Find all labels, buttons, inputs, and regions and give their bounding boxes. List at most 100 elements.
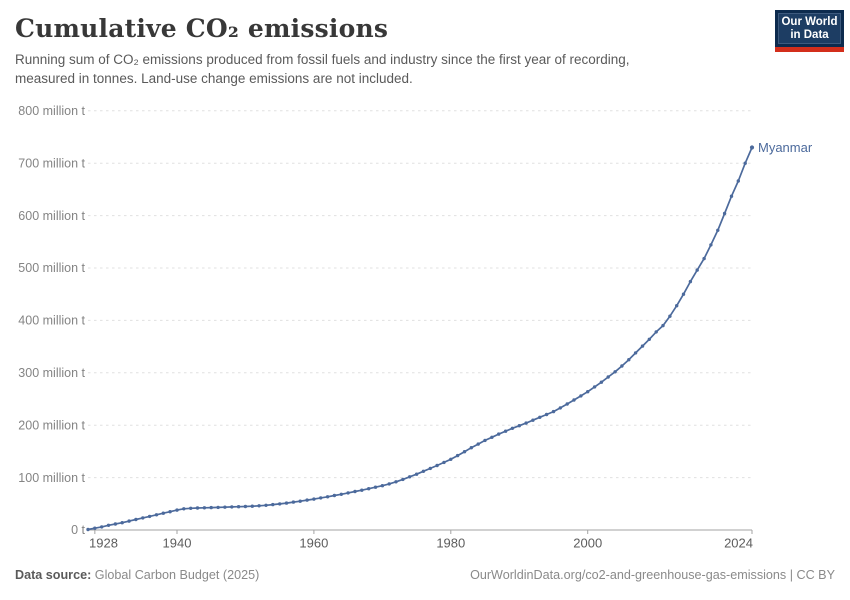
data-point-marker[interactable]: [367, 487, 371, 491]
data-point-marker[interactable]: [716, 228, 720, 232]
data-point-marker[interactable]: [654, 330, 658, 334]
data-point-marker[interactable]: [209, 505, 213, 510]
data-point-marker[interactable]: [606, 375, 610, 379]
data-point-marker[interactable]: [544, 412, 549, 417]
data-point-marker[interactable]: [360, 488, 364, 492]
data-point-marker[interactable]: [312, 497, 316, 501]
data-point-marker[interactable]: [284, 501, 289, 505]
data-point-marker[interactable]: [100, 525, 104, 529]
data-point-marker[interactable]: [401, 477, 405, 482]
data-point-marker[interactable]: [517, 424, 521, 428]
line-chart[interactable]: 0 t 100 million t 200 million t 300 million…: [0, 95, 850, 560]
data-point-marker[interactable]: [469, 446, 473, 450]
data-point-marker[interactable]: [298, 499, 302, 503]
data-point-marker[interactable]: [147, 514, 152, 519]
data-point-marker[interactable]: [476, 442, 480, 446]
data-point-marker[interactable]: [257, 504, 261, 508]
data-point-marker[interactable]: [250, 504, 254, 508]
data-point-marker[interactable]: [640, 344, 645, 348]
data-point-marker[interactable]: [633, 351, 638, 355]
data-point-marker[interactable]: [264, 503, 268, 507]
data-point-marker[interactable]: [455, 453, 460, 458]
data-point-marker[interactable]: [442, 460, 446, 465]
data-point-marker[interactable]: [681, 292, 686, 296]
data-point-marker[interactable]: [565, 402, 569, 406]
data-point-marker[interactable]: [305, 498, 309, 502]
data-point-marker[interactable]: [353, 489, 357, 494]
data-point-marker[interactable]: [490, 435, 494, 439]
data-point-marker[interactable]: [223, 505, 227, 509]
emissions-line[interactable]: [87, 146, 753, 531]
data-point-marker[interactable]: [551, 409, 556, 414]
data-point-marker[interactable]: [141, 516, 145, 520]
data-point-marker[interactable]: [435, 463, 439, 468]
data-point-marker[interactable]: [668, 314, 672, 318]
data-point-marker[interactable]: [332, 493, 337, 498]
data-point-marker[interactable]: [743, 161, 747, 165]
data-point-marker[interactable]: [93, 526, 97, 530]
data-point-marker[interactable]: [414, 472, 419, 476]
data-point-marker[interactable]: [134, 517, 138, 522]
data-point-marker[interactable]: [497, 432, 501, 436]
data-point-marker[interactable]: [127, 519, 131, 523]
data-point-marker[interactable]: [702, 256, 706, 261]
data-point-marker[interactable]: [154, 513, 159, 517]
data-point-marker[interactable]: [202, 506, 207, 510]
data-point-marker[interactable]: [387, 482, 391, 486]
data-point-marker[interactable]: [346, 491, 350, 495]
data-point-marker[interactable]: [572, 398, 576, 402]
data-point-marker[interactable]: [428, 466, 432, 471]
data-point-marker[interactable]: [380, 484, 385, 488]
data-point-marker[interactable]: [243, 504, 248, 509]
data-point-marker[interactable]: [483, 438, 487, 443]
data-point-marker[interactable]: [86, 527, 90, 532]
data-point-marker[interactable]: [675, 304, 679, 308]
data-point-marker[interactable]: [195, 506, 200, 510]
data-point-marker[interactable]: [175, 508, 179, 512]
data-point-marker[interactable]: [161, 511, 165, 515]
data-point-marker[interactable]: [592, 385, 597, 389]
data-point-marker[interactable]: [189, 506, 193, 510]
data-point-marker[interactable]: [647, 337, 651, 341]
data-point-marker[interactable]: [236, 505, 241, 509]
data-point-marker[interactable]: [709, 243, 713, 247]
owid-logo[interactable]: Our World in Data: [775, 10, 844, 52]
data-point-marker[interactable]: [620, 364, 624, 368]
data-point-marker[interactable]: [627, 358, 631, 362]
data-point-marker[interactable]: [325, 495, 330, 499]
data-point-marker[interactable]: [510, 426, 515, 430]
data-point-marker[interactable]: [394, 480, 398, 484]
data-point-marker[interactable]: [661, 323, 665, 328]
data-point-marker[interactable]: [113, 522, 118, 526]
data-point-marker[interactable]: [538, 415, 542, 419]
data-point-marker[interactable]: [319, 496, 323, 500]
data-point-marker[interactable]: [749, 145, 755, 150]
data-point-marker[interactable]: [230, 505, 234, 509]
data-point-marker[interactable]: [120, 521, 124, 525]
data-point-marker[interactable]: [182, 507, 186, 511]
data-point-marker[interactable]: [599, 380, 604, 384]
data-point-marker[interactable]: [373, 485, 378, 489]
data-point-marker[interactable]: [462, 450, 467, 454]
data-point-marker[interactable]: [216, 505, 220, 510]
data-point-marker[interactable]: [531, 418, 535, 422]
data-point-marker[interactable]: [586, 390, 590, 394]
data-point-marker[interactable]: [736, 179, 740, 183]
data-point-marker[interactable]: [503, 429, 508, 433]
data-point-marker[interactable]: [449, 457, 453, 461]
data-point-marker[interactable]: [729, 194, 734, 198]
data-point-marker[interactable]: [339, 492, 343, 496]
data-point-marker[interactable]: [291, 500, 296, 504]
data-point-marker[interactable]: [408, 475, 412, 479]
data-point-marker[interactable]: [524, 421, 528, 425]
data-point-marker[interactable]: [278, 502, 282, 506]
series-label-myanmar[interactable]: Myanmar: [758, 140, 813, 155]
data-point-marker[interactable]: [722, 211, 727, 216]
data-point-marker[interactable]: [271, 502, 275, 507]
data-point-marker[interactable]: [106, 523, 111, 527]
data-point-marker[interactable]: [688, 279, 693, 284]
data-point-marker[interactable]: [558, 406, 562, 410]
data-point-marker[interactable]: [421, 469, 426, 473]
data-point-marker[interactable]: [695, 268, 699, 272]
data-point-marker[interactable]: [579, 394, 583, 398]
